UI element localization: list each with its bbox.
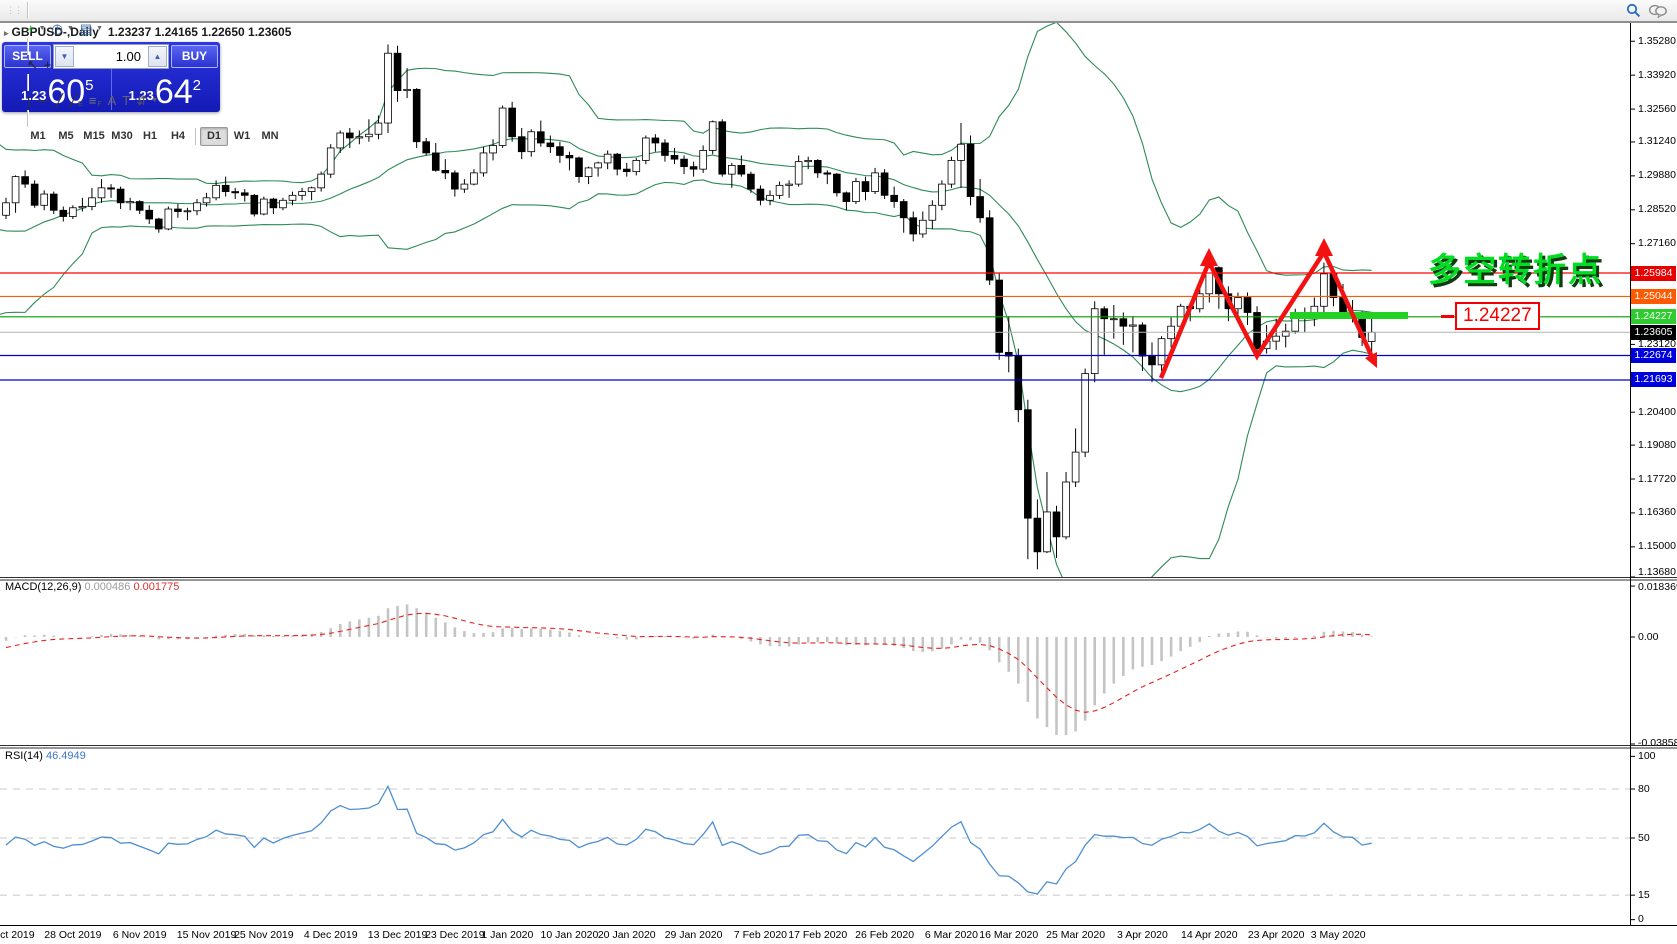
chart-mini-icon: ▸: [4, 28, 9, 38]
indicators-button[interactable]: + ▼: [24, 19, 49, 38]
trendline-button[interactable]: ╱: [52, 91, 66, 110]
auto-scroll-button[interactable]: ▶: [24, 0, 40, 2]
timeframe-bar: M1 M5 M15 M30 H1 H4 D1 W1 MN: [24, 127, 284, 146]
timeframe-m1[interactable]: M1: [30, 130, 46, 142]
timeframe-m15[interactable]: M15: [83, 130, 105, 142]
templates-button[interactable]: ▤ ▼: [77, 19, 106, 38]
dropdown-caret-icon[interactable]: ▼: [66, 25, 74, 32]
macd-signal-value: 0.001775: [133, 581, 180, 593]
toolbar-separator: [27, 110, 29, 127]
channel-icon-suffix: E: [78, 101, 83, 108]
buy-price-pip: 2: [192, 77, 201, 94]
timeframe-mn[interactable]: MN: [261, 130, 279, 142]
periods-button[interactable]: ◷ ▼: [49, 19, 77, 38]
cursor-arrow-icon: ↖: [27, 57, 38, 72]
chart-shift-icon: ▷: [43, 0, 53, 2]
text-button[interactable]: A: [105, 91, 120, 110]
crosshair-button[interactable]: +: [41, 55, 55, 74]
fibonacci-button[interactable]: ≡ F: [86, 91, 105, 110]
sell-price-display[interactable]: 1.23 60 5: [4, 69, 111, 110]
fibonacci-icon: ≡: [88, 93, 97, 108]
buy-price-display[interactable]: 1.23 64 2: [110, 69, 219, 111]
callout-dash: [1441, 314, 1454, 318]
channel-icon: ╱: [69, 93, 78, 108]
auto-scroll-icon: ▶: [27, 0, 37, 2]
toolbar-window-icons: [1626, 3, 1677, 18]
toolbar-separator: [27, 2, 29, 19]
macd-main-value: 0.000486: [84, 581, 131, 593]
chart-title: ▸ GBPUSD-,Daily 1.23237 1.24165 1.22650 1.…: [4, 25, 291, 39]
rsi-value: 46.4949: [45, 750, 86, 762]
volume-increase-button[interactable]: ▲: [148, 46, 167, 67]
arrows-button[interactable]: ⇵ ▼: [133, 91, 161, 110]
dropdown-caret-icon[interactable]: ▼: [96, 25, 104, 32]
chart-shift-button[interactable]: ▷: [40, 0, 56, 2]
vertical-line-button[interactable]: |: [24, 91, 33, 110]
buy-button[interactable]: BUY: [171, 45, 218, 68]
toolbar-separator: [27, 74, 29, 91]
text-label-icon: T: [122, 93, 131, 108]
arrows-shapes-icon: ⇵: [136, 93, 148, 108]
dropdown-caret-icon[interactable]: ▼: [38, 25, 46, 32]
volume-spinner: ▼ 1.00 ▲: [53, 44, 169, 69]
search-icon[interactable]: [1626, 3, 1641, 18]
community-chat-icon[interactable]: [1649, 4, 1667, 18]
dropdown-caret-icon[interactable]: ▼: [151, 97, 159, 104]
rsi-name: RSI(14): [5, 750, 43, 762]
ohlc-values: 1.23237 1.24165 1.22650 1.23605: [107, 25, 292, 39]
price-callout: 1.24227: [1441, 302, 1540, 330]
sell-price-prefix: 1.23: [21, 88, 47, 103]
buy-price-big: 64: [154, 72, 193, 111]
toolbar-separator: [195, 128, 197, 145]
timeframe-h4[interactable]: H4: [170, 130, 186, 142]
headline-annotation: 多空转折点: [1428, 251, 1603, 288]
horizontal-line-button[interactable]: —: [33, 91, 52, 110]
text-label-button[interactable]: T: [119, 91, 133, 110]
template-chart-icon: ▤: [79, 21, 93, 36]
macd-indicator-label: MACD(12,26,9) 0.000486 0.001775: [5, 581, 179, 593]
macd-name: MACD(12,26,9): [5, 581, 82, 593]
sell-price-big: 60: [47, 72, 86, 111]
volume-decrease-button[interactable]: ▼: [55, 46, 74, 67]
sell-price-pip: 5: [85, 77, 94, 94]
volume-input[interactable]: 1.00: [115, 49, 141, 64]
timeframe-m30[interactable]: M30: [111, 130, 133, 142]
rsi-indicator-label: RSI(14) 46.4949: [5, 750, 86, 762]
cursor-button[interactable]: ↖: [24, 55, 41, 74]
timeframe-h1[interactable]: H1: [142, 130, 158, 142]
toolbar-separator: [27, 38, 29, 55]
callout-value: 1.24227: [1455, 302, 1540, 330]
horizontal-line-icon: —: [36, 93, 50, 108]
trendline-icon: ╱: [55, 93, 64, 108]
toolbar-buttons: ▤新订单◆☁◉▣自动交易▥◫╱⊕⊖▦▶▷+▼◷▼▤▼↖+|—╱╱E≡FAT⇵▼M…: [24, 0, 284, 146]
fibonacci-icon-suffix: F: [97, 101, 102, 108]
toolbar: ⋮⋮ ▤新订单◆☁◉▣自动交易▥◫╱⊕⊖▦▶▷+▼◷▼▤▼↖+|—╱╱E≡FAT…: [0, 0, 1677, 146]
clock-icon: ◷: [51, 21, 63, 36]
toolbar-grip: ⋮⋮: [6, 5, 23, 15]
vertical-line-icon: |: [27, 93, 31, 108]
channel-button[interactable]: ╱ E: [66, 91, 86, 110]
one-click-trading-panel: SELL ▼ 1.00 ▲ BUY 1.23 60 5 1.23 64 2: [2, 42, 220, 112]
crosshair-icon: +: [43, 57, 52, 72]
text-icon: A: [107, 93, 117, 108]
buy-price-prefix: 1.23: [128, 88, 154, 103]
timeframe-d1[interactable]: D1: [200, 127, 228, 146]
indicator-plus-icon: +: [27, 21, 35, 36]
timeframe-w1[interactable]: W1: [233, 130, 251, 142]
symbol-period-label: GBPUSD-,Daily: [11, 25, 99, 39]
timeframe-m5[interactable]: M5: [58, 130, 74, 142]
